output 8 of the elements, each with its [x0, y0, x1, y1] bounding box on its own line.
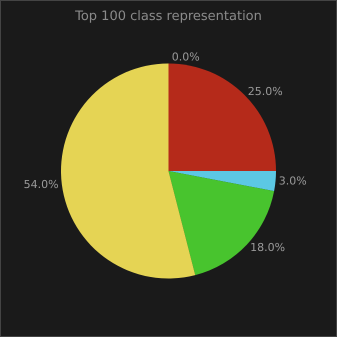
data-label: 25.0% [248, 85, 283, 98]
data-label: 54.0% [24, 178, 59, 192]
text: 0.0% [172, 50, 200, 64]
data-label: 3.0% [278, 174, 307, 188]
pie-slice [61, 64, 196, 278]
pie-slice [168, 171, 276, 192]
chart-title: Top 100 class representation [74, 9, 262, 24]
data-label: 18.0% [250, 241, 286, 254]
